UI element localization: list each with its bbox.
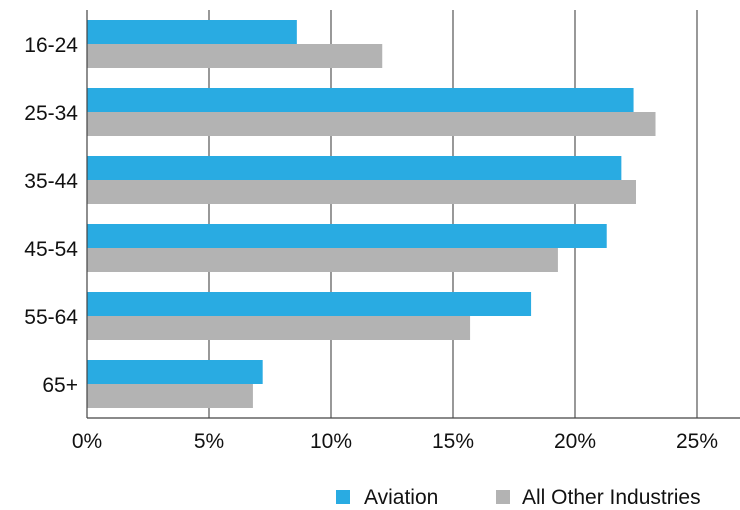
bar-all-other-industries-55-64 — [87, 316, 471, 340]
bar-aviation-65+ — [87, 360, 263, 384]
x-tick-label: 20% — [554, 430, 596, 453]
x-tick-label: 25% — [676, 430, 718, 453]
x-tick-label: 5% — [194, 430, 224, 453]
x-tick-label: 10% — [310, 430, 352, 453]
gridlines — [208, 10, 698, 418]
category-labels: 16-24 25-34 35-44 45-54 55-64 65+ — [24, 34, 78, 397]
category-label: 35-44 — [24, 170, 78, 193]
bar-all-other-industries-65+ — [87, 384, 253, 408]
bar-aviation-55-64 — [87, 292, 532, 316]
category-label: 25-34 — [24, 102, 78, 125]
bar-aviation-35-44 — [87, 156, 622, 180]
bar-all-other-industries-45-54 — [87, 248, 558, 272]
bar-all-other-industries-25-34 — [87, 112, 656, 136]
legend-swatch — [496, 490, 510, 504]
legend-label: Aviation — [364, 486, 438, 509]
bar-all-other-industries-35-44 — [87, 180, 636, 204]
category-label: 45-54 — [24, 238, 78, 261]
bar-aviation-25-34 — [87, 88, 634, 112]
category-label: 65+ — [42, 374, 78, 397]
x-tick-label: 15% — [432, 430, 474, 453]
legend: Aviation All Other Industries — [336, 486, 701, 509]
bars — [87, 20, 656, 408]
bar-aviation-45-54 — [87, 224, 607, 248]
legend-label: All Other Industries — [522, 486, 701, 509]
category-label: 16-24 — [24, 34, 78, 57]
legend-swatch — [336, 490, 350, 504]
axes — [86, 10, 740, 419]
bar-all-other-industries-16-24 — [87, 44, 383, 68]
x-tick-label: 0% — [72, 430, 102, 453]
bar-aviation-16-24 — [87, 20, 297, 44]
x-tick-labels: 0% 5% 10% 15% 20% 25% — [72, 430, 718, 453]
category-label: 55-64 — [24, 306, 78, 329]
